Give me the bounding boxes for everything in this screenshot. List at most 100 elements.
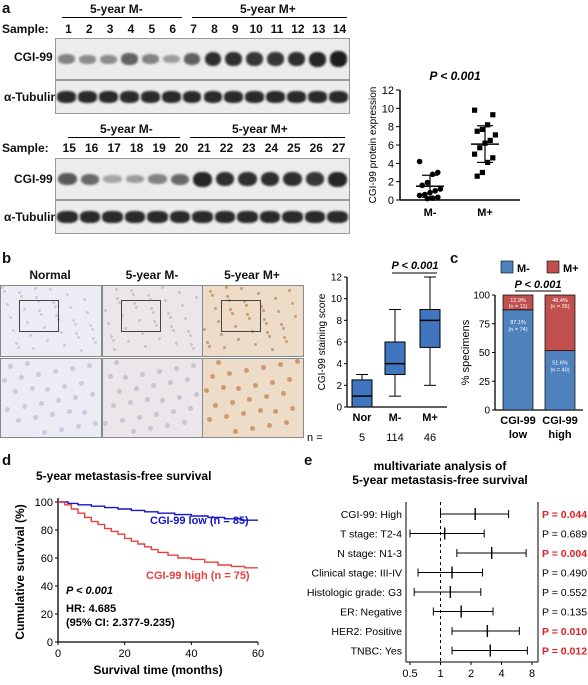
histology-image-low-mag (202, 285, 304, 357)
tubulin-band (287, 91, 307, 103)
nucleus (168, 380, 173, 385)
n-label: n = (307, 432, 323, 444)
nucleus (209, 290, 212, 293)
nucleus (270, 380, 275, 385)
stats-text: P < 0.001 (66, 585, 113, 597)
panel-label-b: b (2, 250, 12, 267)
nucleus (155, 324, 158, 327)
cgi99-band (193, 171, 212, 187)
y-tick-label: 0 (47, 637, 53, 649)
panel-label-a: a (2, 0, 11, 17)
nucleus (43, 326, 46, 329)
tubulin-band (79, 211, 101, 223)
nucleus (295, 359, 300, 364)
nucleus (75, 332, 78, 335)
nucleus (6, 303, 9, 306)
nucleus (133, 302, 136, 305)
nucleus (56, 398, 61, 403)
sample-number: 21 (197, 141, 211, 155)
data-point-circle (416, 192, 423, 199)
blot2-protein2-label: α-Tubulin (4, 210, 58, 224)
data-point-square (472, 151, 478, 157)
bar-m-plus (544, 294, 576, 352)
x-tick-label: CGI-99 (500, 415, 535, 427)
y-tick-label: 10 (382, 103, 394, 115)
x-axis-label: Survival time (months) (93, 663, 222, 677)
nucleus (90, 392, 95, 397)
sample-number: 15 (62, 141, 76, 155)
legend-label: M+ (563, 263, 579, 275)
nucleus (114, 360, 119, 365)
p-value-label: P = 0.135 (542, 607, 587, 619)
nucleus (221, 385, 226, 390)
nucleus (223, 346, 226, 349)
tubulin-band (182, 91, 202, 103)
nucleus (210, 374, 215, 379)
nucleus (134, 386, 139, 391)
nucleus (263, 318, 266, 321)
nucleus (273, 409, 278, 414)
tubulin-band (237, 211, 258, 223)
box (419, 309, 441, 348)
nucleus (30, 386, 35, 391)
cgi99-band (103, 175, 122, 183)
nucleus (192, 347, 195, 350)
nucleus (63, 344, 66, 347)
y-tick-label: 8 (336, 316, 342, 327)
nucleus (236, 386, 241, 391)
nucleus (268, 335, 271, 338)
row-label: N stage: N1-3 (337, 548, 402, 560)
nucleus (257, 292, 260, 295)
survival-curve-chart: 5-year metastasis-free survival 0 20 40 60 80… (13, 469, 264, 677)
nucleus (240, 287, 243, 290)
nucleus (185, 377, 190, 382)
nucleus (141, 332, 144, 335)
y-tick-label: 80 (41, 525, 53, 537)
nucleus (167, 312, 170, 315)
data-point-square (472, 107, 478, 113)
x-tick-label: M+ (477, 207, 493, 219)
cgi99-band (246, 52, 264, 66)
tubulin-band (259, 211, 281, 223)
nucleus (77, 336, 80, 339)
nucleus (94, 341, 97, 344)
y-tick-label: 10 (331, 294, 343, 305)
nucleus (103, 421, 108, 426)
nucleus (49, 288, 52, 291)
cgi99-band (125, 175, 145, 183)
nucleus (281, 391, 286, 396)
nucleus (54, 305, 57, 308)
nucleus (127, 340, 130, 343)
data-label: (n = 74) (508, 327, 527, 333)
x-tick-label: Nor (353, 412, 373, 424)
cgi99-band (309, 51, 327, 67)
nucleus (237, 338, 240, 341)
nucleus (171, 409, 176, 414)
p-value-label: P = 0.552 (542, 587, 587, 599)
blot2-tubulin-band-strip (55, 200, 350, 234)
nucleus (37, 300, 40, 303)
nucleus (230, 400, 235, 405)
x-tick-label: 0 (55, 648, 61, 660)
nucleus (266, 331, 269, 334)
nucleus (5, 407, 10, 412)
cgi99-band (283, 171, 302, 187)
y-tick-label: 0 (336, 403, 342, 414)
sample-number: 16 (85, 141, 99, 155)
nucleus (206, 341, 209, 344)
nucleus (36, 372, 41, 377)
row-label: T stage: T2-4 (340, 529, 402, 541)
sample-number: 25 (287, 141, 301, 155)
nucleus (148, 426, 153, 431)
nucleus (170, 325, 173, 328)
tubulin-band (304, 211, 326, 223)
x-tick-label: low (509, 429, 528, 441)
nucleus (161, 286, 164, 289)
legend-swatch (500, 260, 514, 274)
sample-number: 11 (270, 22, 284, 36)
bar-m-minus (544, 350, 576, 411)
panel-label-e: e (304, 452, 313, 469)
nucleus (82, 410, 87, 415)
x-tick-label: M+ (422, 412, 438, 424)
